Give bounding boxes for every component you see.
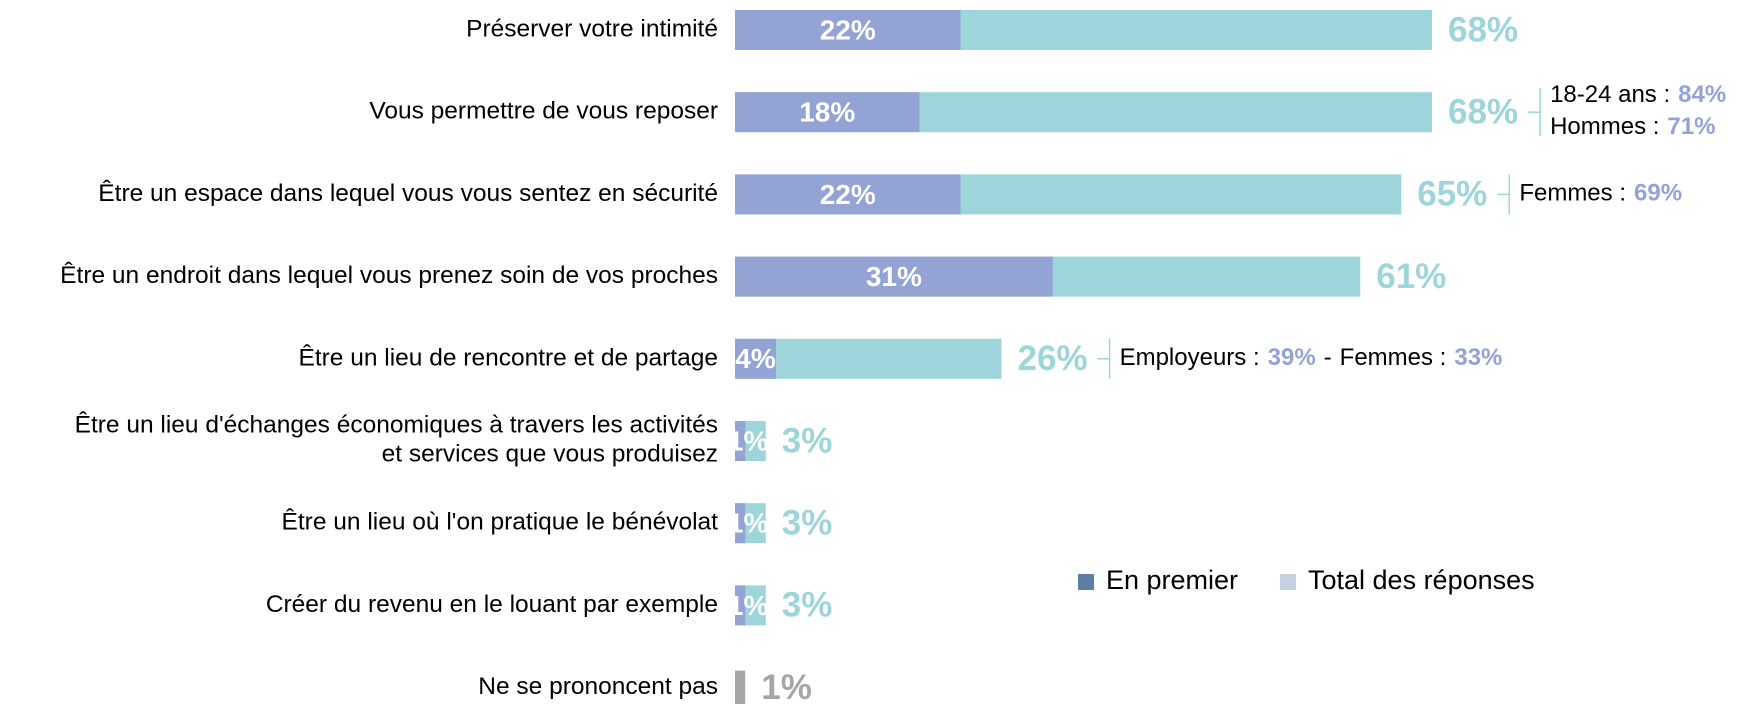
total-label: 65% <box>1417 175 1487 214</box>
first-label: 1% <box>728 590 769 621</box>
first-label: 22% <box>820 14 876 45</box>
annotation-label: Femmes : <box>1519 180 1626 207</box>
bar-total <box>735 338 1002 379</box>
bar-first <box>735 503 746 544</box>
bar-first <box>735 174 961 215</box>
category-label: Vous permettre de vous reposer <box>369 98 718 125</box>
annotation-label: Employeurs : <box>1120 344 1260 371</box>
first-label: 1% <box>728 425 769 456</box>
total-label: 61% <box>1376 257 1446 296</box>
annotation-label: Femmes : <box>1340 344 1447 371</box>
bar-first <box>735 338 776 379</box>
category-label: Être un lieu de rencontre et de partage <box>298 344 718 371</box>
total-label: 26% <box>1018 339 1088 378</box>
annotation-label: 18-24 ans : <box>1550 82 1670 109</box>
total-label: 1% <box>761 668 812 704</box>
legend-marker <box>1078 574 1094 590</box>
category-label: Ne se prononcent pas <box>478 673 718 700</box>
category-label: Être un espace dans lequel vous vous sen… <box>98 180 718 207</box>
category-label: Être un lieu d'échanges économiques à tr… <box>75 412 718 468</box>
category-label: Être un endroit dans lequel vous prenez … <box>60 262 718 289</box>
category-label: Préserver votre intimité <box>466 15 718 42</box>
annotation-separator: - <box>1324 344 1332 371</box>
annotation-value: 69% <box>1634 180 1682 207</box>
annotation: Employeurs : 39% - Femmes : 33% <box>1120 344 1503 371</box>
first-label: 4% <box>735 343 776 374</box>
total-label: 68% <box>1448 92 1518 131</box>
annotation-value: 71% <box>1667 114 1715 141</box>
first-label: 22% <box>820 179 876 210</box>
category-label: Créer du revenu en le louant par exemple <box>266 591 718 618</box>
legend-label: En premier <box>1106 565 1238 595</box>
legend-marker <box>1280 574 1296 590</box>
annotation: 18-24 ans : 84% <box>1550 82 1726 109</box>
total-label: 3% <box>782 586 833 625</box>
first-label: 1% <box>728 508 769 539</box>
bar-total <box>735 670 746 704</box>
first-label: 18% <box>799 97 855 128</box>
category-label: Être un lieu où l'on pratique le bénévol… <box>282 509 719 536</box>
annotation: Femmes : 69% <box>1519 180 1682 207</box>
bar-first <box>735 256 1053 297</box>
total-label: 3% <box>782 503 833 542</box>
bar-first <box>735 92 920 133</box>
legend-label: Total des réponses <box>1308 565 1535 595</box>
bar-first <box>735 10 961 50</box>
annotation-value: 33% <box>1454 344 1502 371</box>
category-label-line: Être un lieu d'échanges économiques à tr… <box>75 412 718 439</box>
annotation-value: 84% <box>1678 82 1726 109</box>
annotation: Hommes : 71% <box>1550 114 1715 141</box>
bar-first <box>735 421 746 461</box>
first-label: 31% <box>866 261 922 292</box>
bar-first <box>735 585 746 626</box>
annotation-value: 39% <box>1268 344 1316 371</box>
annotation-label: Hommes : <box>1550 114 1659 141</box>
category-label-line: et services que vous produisez <box>382 441 718 468</box>
total-label: 68% <box>1448 10 1518 49</box>
total-label: 3% <box>782 421 833 460</box>
